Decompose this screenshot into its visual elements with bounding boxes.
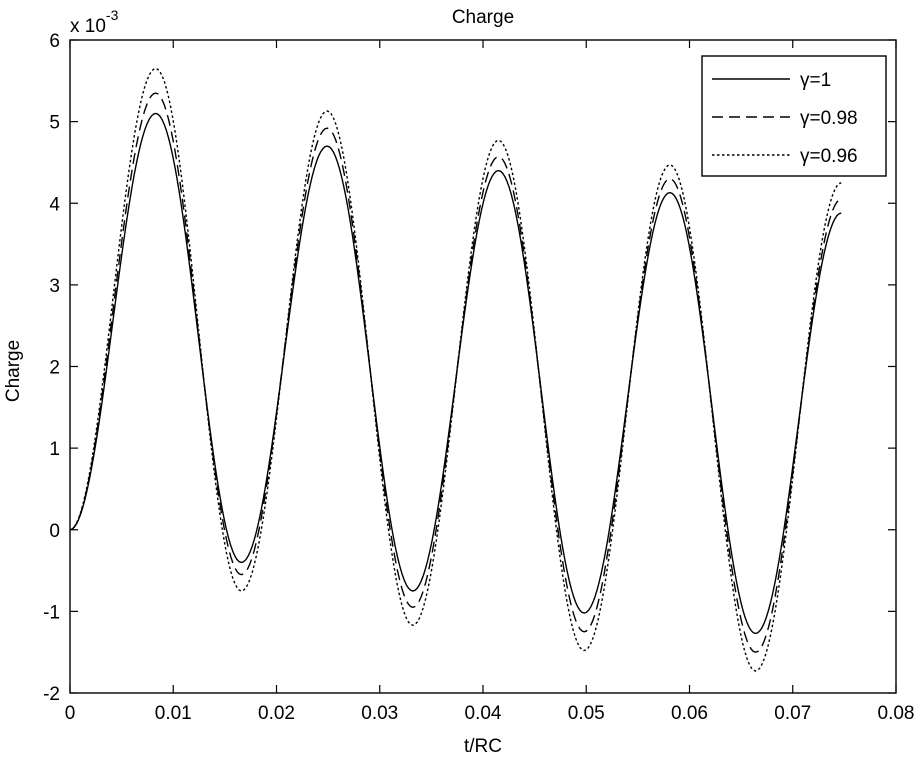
legend-label: γ=0.98 [800,108,858,129]
x-tick-label: 0.05 [568,703,605,724]
x-axis-label: t/RC [464,736,502,757]
y-tick-label: 4 [49,194,60,215]
y-tick-label: -2 [43,684,60,705]
y-tick-label: 2 [49,358,60,379]
legend: γ=1 γ=0.98 γ=0.96 [701,55,887,177]
y-multiplier-exponent: -3 [106,7,119,23]
y-tick-label: -1 [43,602,60,623]
x-tick-label: 0 [65,703,76,724]
x-tick-label: 0.03 [361,703,398,724]
y-tick-label: 6 [49,31,60,52]
x-tick-label: 0.01 [155,703,192,724]
series-layer [69,67,842,672]
legend-label: γ=0.96 [800,146,858,167]
x-tick-label: 0.07 [774,703,811,724]
y-axis-label: Charge [3,340,24,402]
chart-title: Charge [452,7,514,28]
series-line [69,67,842,672]
legend-box [701,55,887,177]
y-tick-label: 5 [49,113,60,134]
legend-label: γ=1 [800,70,831,91]
axis-ticks: 0 0.01 0.02 0.03 0.04 0.05 0.06 0.07 0.08 -2 -1 0 1 2… [43,31,914,724]
x-tick-label: 0.02 [258,703,295,724]
y-tick-label: 1 [49,439,60,460]
x-tick-label: 0.08 [878,703,915,724]
x-tick-label: 0.04 [465,703,502,724]
y-tick-label: 0 [49,521,60,542]
y-multiplier-base: x 10 [70,16,106,37]
x-tick-label: 0.06 [671,703,708,724]
y-tick-label: 3 [49,276,60,297]
y-multiplier: x 10-3 [70,7,119,37]
